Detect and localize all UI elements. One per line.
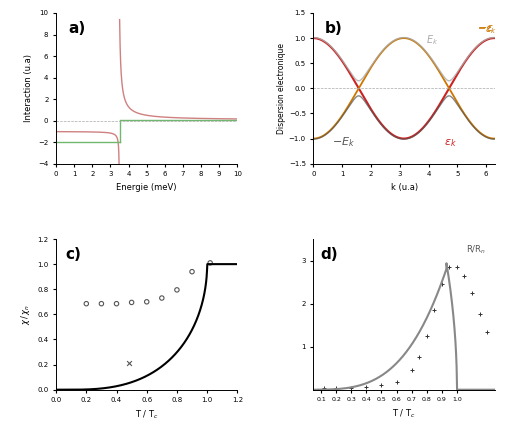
Point — [414, 354, 422, 361]
Point — [82, 300, 90, 307]
Point — [124, 359, 132, 366]
Point — [407, 367, 415, 374]
Point — [430, 307, 438, 313]
Point — [173, 286, 181, 293]
Point — [460, 272, 468, 279]
X-axis label: T / T$_c$: T / T$_c$ — [134, 409, 158, 421]
Text: d): d) — [320, 246, 337, 262]
Point — [347, 384, 355, 391]
Point — [482, 328, 490, 335]
X-axis label: T / T$_c$: T / T$_c$ — [391, 408, 415, 420]
Point — [377, 382, 385, 389]
Point — [474, 311, 483, 318]
Point — [157, 294, 165, 301]
Point — [127, 299, 135, 306]
Text: c): c) — [65, 246, 81, 262]
Point — [331, 385, 340, 391]
Point — [143, 298, 151, 305]
Point — [452, 264, 460, 271]
Text: $E_k$: $E_k$ — [425, 33, 437, 47]
Point — [206, 259, 214, 266]
Point — [97, 300, 105, 307]
Point — [112, 300, 120, 307]
Point — [188, 268, 196, 275]
Text: a): a) — [69, 20, 86, 36]
Point — [319, 385, 327, 392]
Text: R/R$_n$: R/R$_n$ — [465, 243, 485, 256]
Point — [467, 289, 475, 296]
Y-axis label: $\chi\,/\,\chi_n$: $\chi\,/\,\chi_n$ — [19, 304, 32, 325]
Y-axis label: Dispersion electronique: Dispersion electronique — [276, 43, 286, 134]
X-axis label: Energie (meV): Energie (meV) — [116, 183, 177, 192]
Point — [392, 378, 400, 385]
X-axis label: k (u.a): k (u.a) — [390, 183, 417, 192]
Text: $\varepsilon_k$: $\varepsilon_k$ — [443, 138, 456, 149]
Text: b): b) — [324, 20, 342, 36]
Text: $-\varepsilon_k$: $-\varepsilon_k$ — [475, 25, 495, 36]
Point — [422, 333, 430, 339]
Text: $-E_k$: $-E_k$ — [331, 136, 354, 149]
Point — [361, 383, 370, 390]
Point — [437, 281, 445, 288]
Point — [444, 264, 453, 271]
Text: $-\varepsilon$: $-\varepsilon$ — [475, 23, 493, 33]
Y-axis label: Interaction (u.a): Interaction (u.a) — [23, 54, 33, 123]
